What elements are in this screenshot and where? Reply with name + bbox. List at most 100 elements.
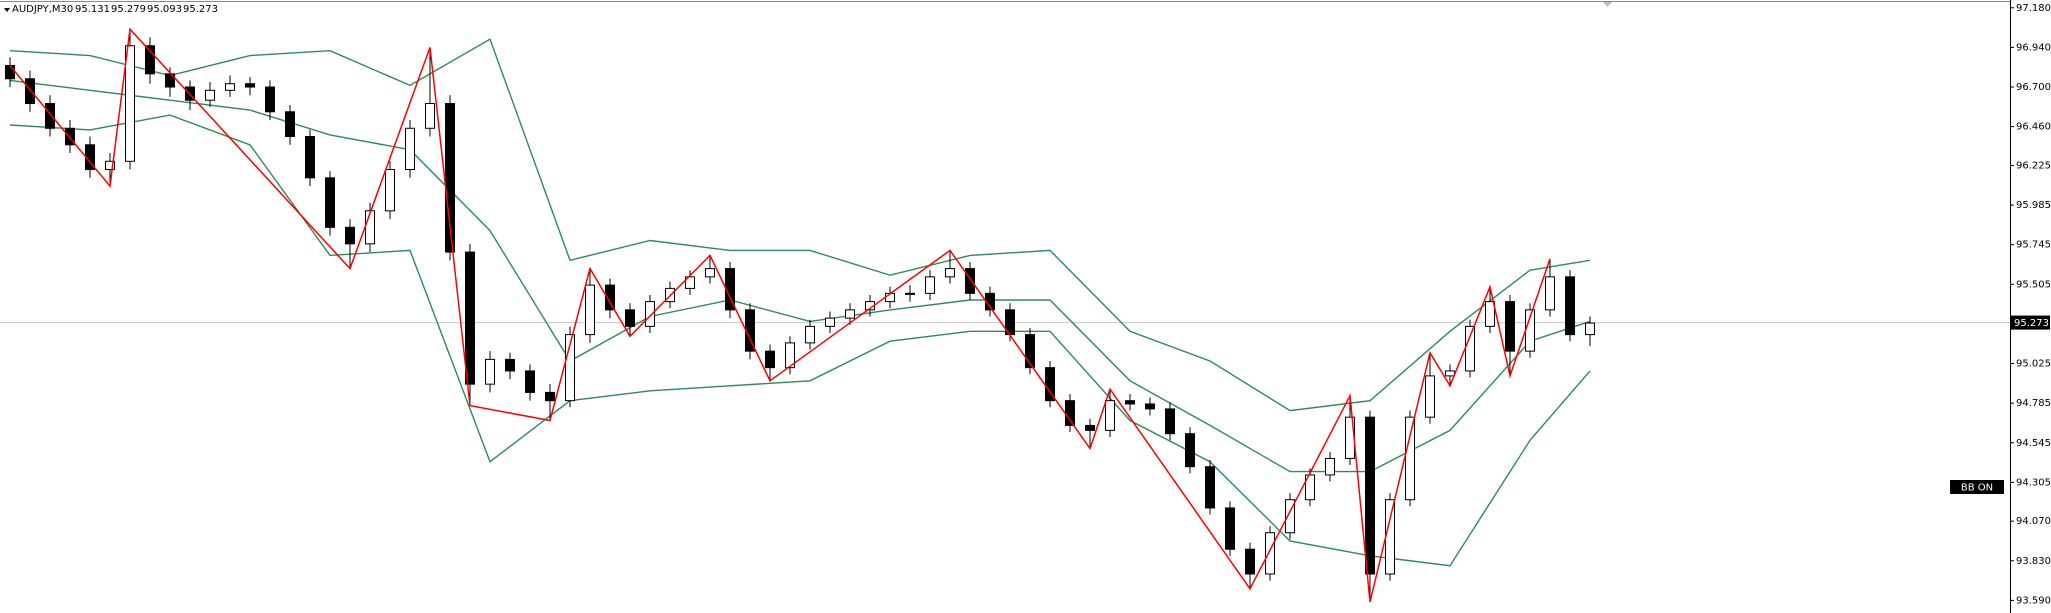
candle-body <box>945 268 955 278</box>
y-tick-label: 96.940 <box>2016 42 2051 53</box>
candle-body <box>205 89 215 101</box>
candle-body <box>805 325 815 344</box>
menu-triangle[interactable] <box>4 8 10 12</box>
candle-body <box>1305 474 1315 501</box>
candle-body <box>1065 400 1075 426</box>
candle-body <box>1145 403 1155 410</box>
candle-body <box>645 301 655 327</box>
candle-body <box>1365 416 1375 575</box>
candle-body <box>1245 548 1255 575</box>
candle-body <box>1485 301 1495 327</box>
candle-body <box>1585 322 1595 336</box>
candle-body <box>905 292 915 295</box>
candle-body <box>1405 416 1415 501</box>
candle-body <box>125 45 135 162</box>
candle-body <box>1505 301 1515 352</box>
y-tick-label: 96.460 <box>2016 122 2051 133</box>
header-low: 95.093 <box>147 4 182 15</box>
candle-body <box>1025 334 1035 369</box>
candle-body <box>1565 276 1575 336</box>
candle-body <box>1225 507 1235 550</box>
symbol: AUDJPY,M30 <box>12 4 73 15</box>
candle-body <box>545 391 555 402</box>
current-price-box <box>2011 315 2050 330</box>
candle-body <box>1545 276 1555 311</box>
candle-body <box>465 251 475 385</box>
candle-body <box>305 136 315 179</box>
candle-body <box>1105 400 1115 431</box>
y-tick-label: 94.785 <box>2016 398 2051 409</box>
header-open: 95.131 <box>75 4 110 15</box>
candle-body <box>405 127 415 171</box>
candle-body <box>1125 400 1135 405</box>
candle-body <box>765 350 775 369</box>
current-price-label: 95.273 <box>2014 318 2049 329</box>
candle-body <box>585 284 595 336</box>
candle-body <box>105 160 115 171</box>
y-tick-label: 94.545 <box>2016 438 2051 449</box>
header-close: 95.273 <box>183 4 218 15</box>
y-tick-label: 95.985 <box>2016 200 2051 211</box>
y-tick-label: 93.590 <box>2016 595 2051 606</box>
candle-body <box>25 78 35 105</box>
candle-body <box>225 83 235 91</box>
candle-body <box>65 127 75 146</box>
candle-body <box>265 86 275 113</box>
candle-body <box>1285 499 1295 534</box>
candle-body <box>1425 375 1435 418</box>
y-tick-label: 93.830 <box>2016 556 2051 567</box>
indicator-badge <box>1950 480 2004 494</box>
candle-body <box>1045 367 1055 402</box>
band-lower <box>9 114 1591 567</box>
candle-body <box>1205 466 1215 509</box>
zigzag-line <box>9 27 1551 603</box>
y-tick-label: 94.070 <box>2016 516 2051 527</box>
y-tick-label: 96.700 <box>2016 82 2051 93</box>
y-tick-label: 94.305 <box>2016 477 2051 488</box>
candle-body <box>925 276 935 294</box>
candle-body <box>1085 424 1095 431</box>
candle-body <box>525 370 535 393</box>
shift-marker <box>1603 2 1612 7</box>
candle-body <box>505 358 515 372</box>
candle-body <box>625 309 635 327</box>
candle-body <box>385 169 395 212</box>
indicator-label: BB ON <box>1961 483 1993 494</box>
chart-header: AUDJPY,M30 95.131 95.279 95.093 95.273 <box>12 4 218 15</box>
y-tick-label: 95.505 <box>2016 279 2051 290</box>
header-high: 95.279 <box>111 4 146 15</box>
candle-body <box>785 342 795 369</box>
candle-body <box>1165 408 1175 435</box>
candle-body <box>485 358 495 385</box>
candle-body <box>1265 532 1275 575</box>
candle-body <box>965 268 975 294</box>
candle-body <box>825 317 835 327</box>
candle-body <box>45 103 55 129</box>
y-tick-label: 97.180 <box>2016 3 2051 14</box>
candle-body <box>285 111 295 138</box>
candle-body <box>1465 325 1475 372</box>
candle-body <box>605 284 615 311</box>
y-tick-label: 95.025 <box>2016 359 2051 370</box>
candle-body <box>325 177 335 228</box>
y-tick-label: 95.745 <box>2016 240 2051 251</box>
candle-body <box>705 268 715 278</box>
candle-body <box>425 103 435 129</box>
candle-body <box>145 45 155 75</box>
candle-body <box>1385 499 1395 575</box>
band-upper <box>9 38 1591 412</box>
candle-body <box>245 83 255 88</box>
candle-body <box>1325 457 1335 476</box>
candle-body <box>685 276 695 289</box>
candle-body <box>1445 370 1455 377</box>
candle-body <box>845 309 855 319</box>
y-tick-label: 96.225 <box>2016 160 2051 171</box>
candle-body <box>5 65 15 80</box>
candle-body <box>365 210 375 245</box>
candle-body <box>1185 433 1195 468</box>
candle-body <box>445 103 455 253</box>
candle-body <box>565 334 575 402</box>
